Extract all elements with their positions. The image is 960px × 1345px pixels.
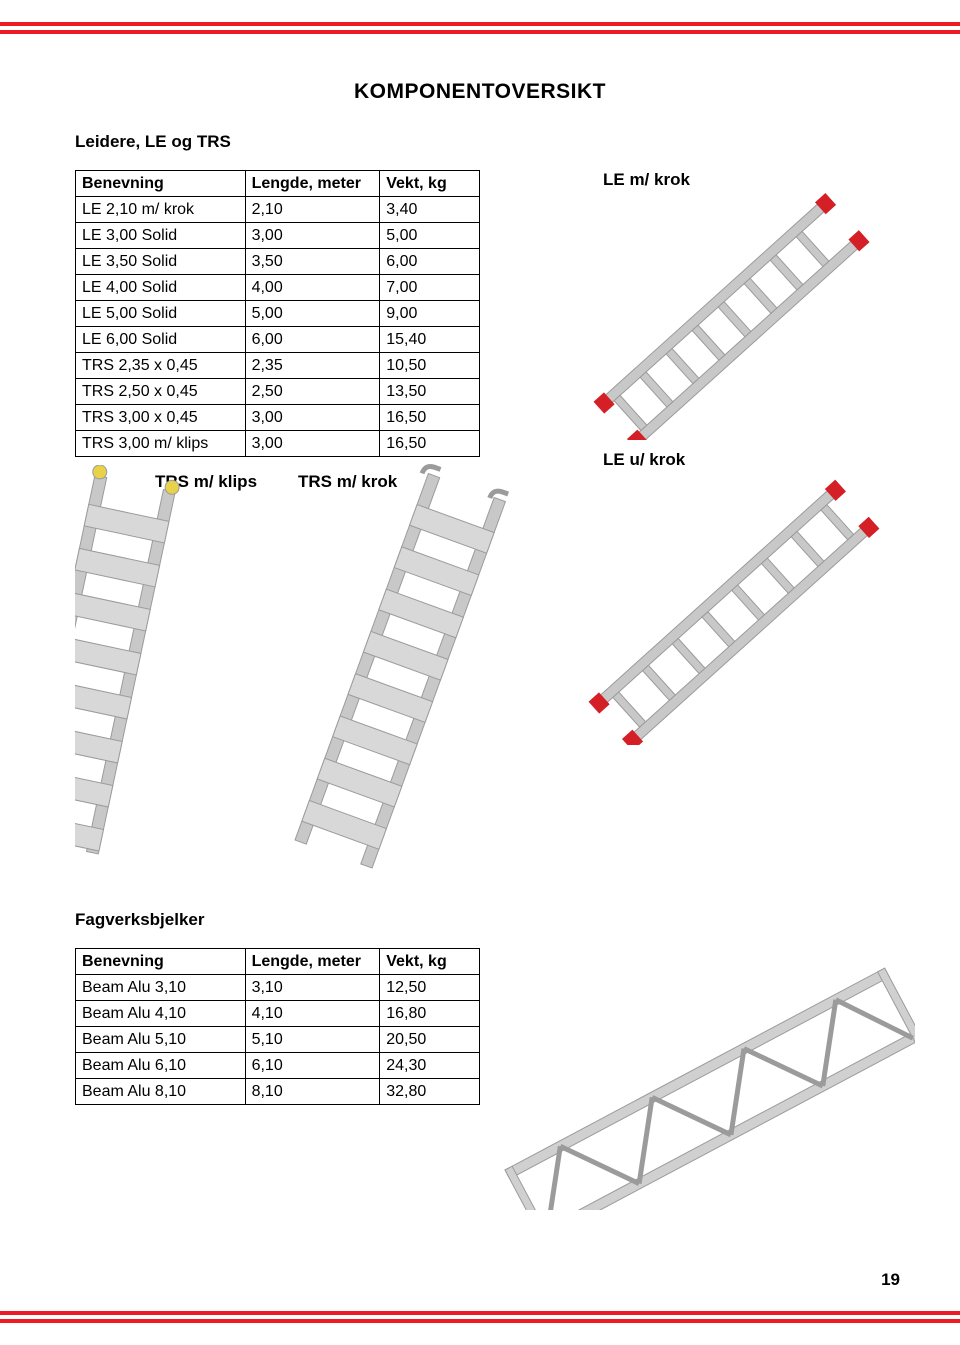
section1-label: Leidere, LE og TRS bbox=[75, 132, 885, 152]
table-cell: 3,50 bbox=[245, 249, 380, 275]
table-cell: Beam Alu 3,10 bbox=[76, 975, 246, 1001]
table-row: Beam Alu 6,106,1024,30 bbox=[76, 1053, 480, 1079]
table-row: LE 6,00 Solid6,0015,40 bbox=[76, 327, 480, 353]
section2: Fagverksbjelker Benevning Lengde, meter … bbox=[75, 910, 480, 1105]
table-cell: LE 5,00 Solid bbox=[76, 301, 246, 327]
th-weight: Vekt, kg bbox=[380, 949, 480, 975]
bottom-rule bbox=[0, 1311, 960, 1323]
table-cell: 4,00 bbox=[245, 275, 380, 301]
figure-trs-m-klips bbox=[75, 465, 295, 875]
table-row: LE 2,10 m/ krok2,103,40 bbox=[76, 197, 480, 223]
table-row: Beam Alu 3,103,1012,50 bbox=[76, 975, 480, 1001]
page-number: 19 bbox=[881, 1270, 900, 1290]
table-cell: 15,40 bbox=[380, 327, 480, 353]
table-cell: 16,50 bbox=[380, 431, 480, 457]
table-cell: TRS 2,35 x 0,45 bbox=[76, 353, 246, 379]
table-cell: Beam Alu 5,10 bbox=[76, 1027, 246, 1053]
table-cell: 6,00 bbox=[380, 249, 480, 275]
figure-beam bbox=[495, 950, 915, 1210]
table-row: LE 3,50 Solid3,506,00 bbox=[76, 249, 480, 275]
table-cell: 24,30 bbox=[380, 1053, 480, 1079]
table-cell: 32,80 bbox=[380, 1079, 480, 1105]
table-cell: 13,50 bbox=[380, 379, 480, 405]
figure-le-m-krok bbox=[570, 150, 900, 440]
figure-trs-m-krok bbox=[270, 460, 540, 880]
table-cell: TRS 3,00 m/ klips bbox=[76, 431, 246, 457]
table-cell: 10,50 bbox=[380, 353, 480, 379]
th-name: Benevning bbox=[76, 171, 246, 197]
table-cell: 2,10 bbox=[245, 197, 380, 223]
table-row: LE 5,00 Solid5,009,00 bbox=[76, 301, 480, 327]
table-cell: Beam Alu 4,10 bbox=[76, 1001, 246, 1027]
page-title: KOMPONENTOVERSIKT bbox=[75, 80, 885, 104]
table-cell: 5,10 bbox=[245, 1027, 380, 1053]
table-cell: LE 4,00 Solid bbox=[76, 275, 246, 301]
table-cell: 6,00 bbox=[245, 327, 380, 353]
section2-label: Fagverksbjelker bbox=[75, 910, 480, 930]
table-row: TRS 3,00 x 0,453,0016,50 bbox=[76, 405, 480, 431]
th-length: Lengde, meter bbox=[245, 949, 380, 975]
table-leidere: Benevning Lengde, meter Vekt, kg LE 2,10… bbox=[75, 170, 480, 457]
table-cell: 9,00 bbox=[380, 301, 480, 327]
table-cell: 3,40 bbox=[380, 197, 480, 223]
table-cell: 7,00 bbox=[380, 275, 480, 301]
table-cell: TRS 2,50 x 0,45 bbox=[76, 379, 246, 405]
table-row: LE 3,00 Solid3,005,00 bbox=[76, 223, 480, 249]
table-cell: Beam Alu 8,10 bbox=[76, 1079, 246, 1105]
table-cell: LE 3,00 Solid bbox=[76, 223, 246, 249]
table-row: TRS 3,00 m/ klips3,0016,50 bbox=[76, 431, 480, 457]
table-row: Beam Alu 5,105,1020,50 bbox=[76, 1027, 480, 1053]
table-fagverk: Benevning Lengde, meter Vekt, kg Beam Al… bbox=[75, 948, 480, 1105]
table-header-row: Benevning Lengde, meter Vekt, kg bbox=[76, 171, 480, 197]
table-row: Beam Alu 4,104,1016,80 bbox=[76, 1001, 480, 1027]
table-header-row: Benevning Lengde, meter Vekt, kg bbox=[76, 949, 480, 975]
table-cell: 3,00 bbox=[245, 431, 380, 457]
table-cell: TRS 3,00 x 0,45 bbox=[76, 405, 246, 431]
table-row: TRS 2,35 x 0,452,3510,50 bbox=[76, 353, 480, 379]
table-cell: 16,50 bbox=[380, 405, 480, 431]
table-row: Beam Alu 8,108,1032,80 bbox=[76, 1079, 480, 1105]
table-cell: 5,00 bbox=[380, 223, 480, 249]
table-cell: LE 2,10 m/ krok bbox=[76, 197, 246, 223]
th-length: Lengde, meter bbox=[245, 171, 380, 197]
table-cell: Beam Alu 6,10 bbox=[76, 1053, 246, 1079]
table-cell: 8,10 bbox=[245, 1079, 380, 1105]
table-cell: 3,00 bbox=[245, 405, 380, 431]
table-row: LE 4,00 Solid4,007,00 bbox=[76, 275, 480, 301]
table-cell: 2,35 bbox=[245, 353, 380, 379]
table-cell: LE 3,50 Solid bbox=[76, 249, 246, 275]
table-row: TRS 2,50 x 0,452,5013,50 bbox=[76, 379, 480, 405]
table-cell: 3,00 bbox=[245, 223, 380, 249]
th-weight: Vekt, kg bbox=[380, 171, 480, 197]
table-cell: 12,50 bbox=[380, 975, 480, 1001]
top-rule bbox=[0, 22, 960, 34]
table-cell: 2,50 bbox=[245, 379, 380, 405]
table-cell: 6,10 bbox=[245, 1053, 380, 1079]
table-cell: 16,80 bbox=[380, 1001, 480, 1027]
table-cell: 3,10 bbox=[245, 975, 380, 1001]
figure-le-u-krok bbox=[565, 435, 905, 745]
table-cell: 5,00 bbox=[245, 301, 380, 327]
table-cell: 4,10 bbox=[245, 1001, 380, 1027]
table-cell: 20,50 bbox=[380, 1027, 480, 1053]
th-name: Benevning bbox=[76, 949, 246, 975]
table-cell: LE 6,00 Solid bbox=[76, 327, 246, 353]
